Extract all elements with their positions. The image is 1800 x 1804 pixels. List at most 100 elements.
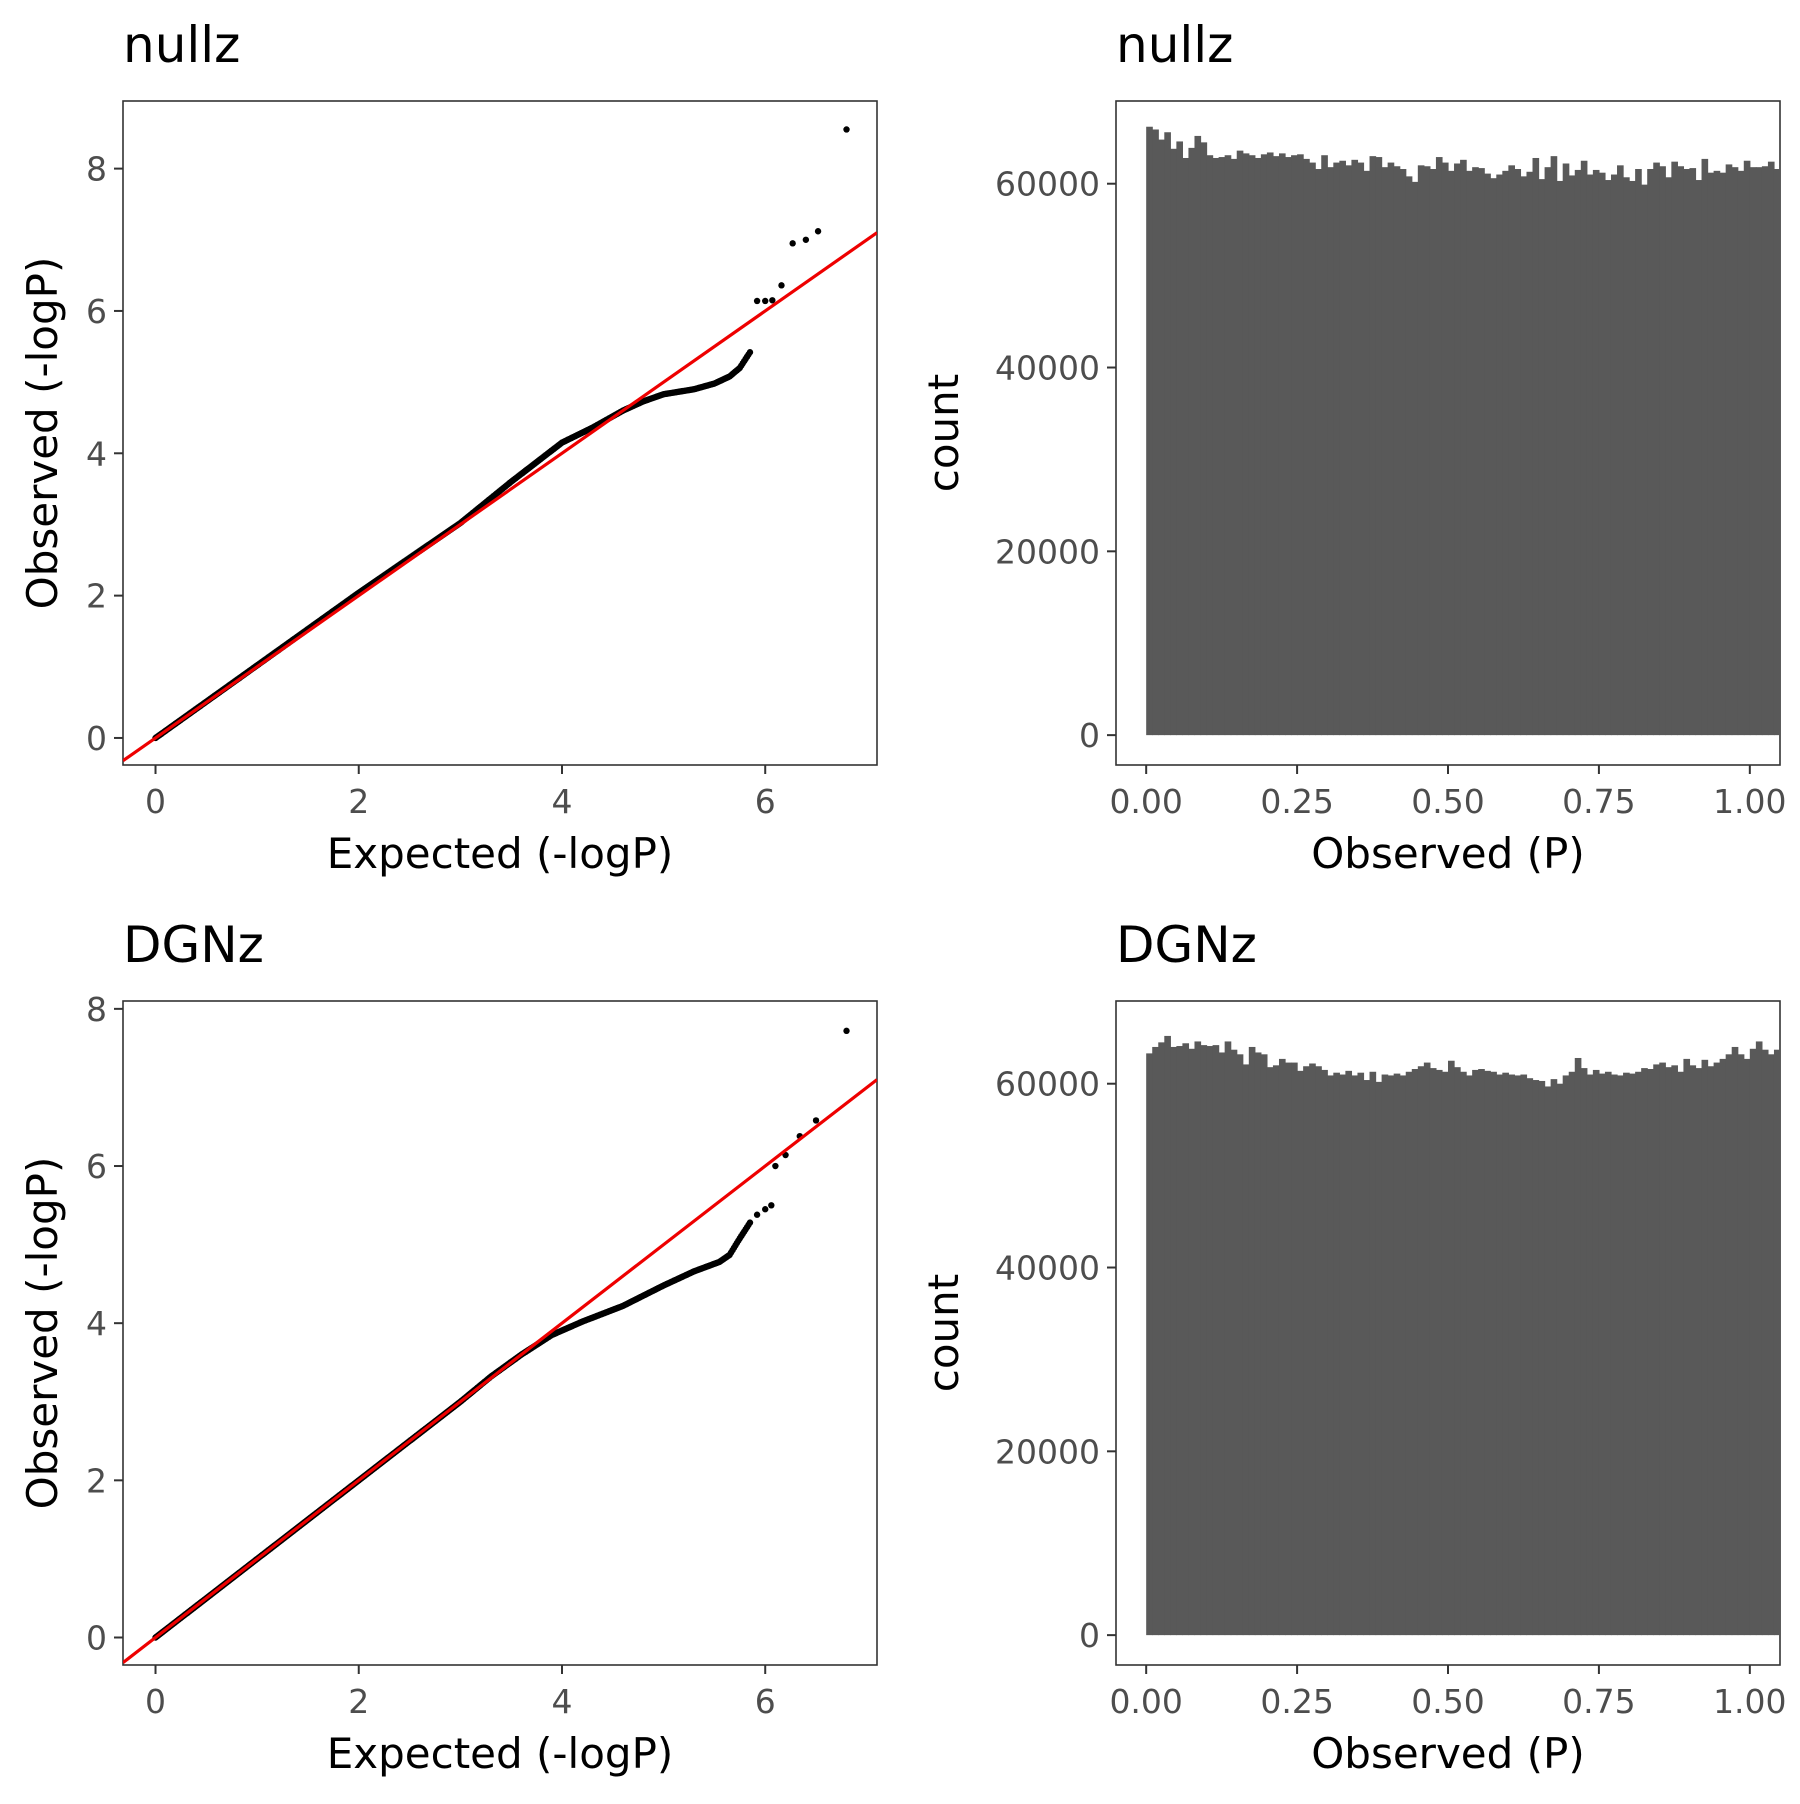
qq-outlier-point [772, 1162, 779, 1170]
histogram-bar [1435, 1069, 1443, 1636]
histogram-bar [1653, 1064, 1660, 1636]
histogram-bar [1780, 1057, 1787, 1635]
x-tick-label: 4 [551, 1682, 572, 1721]
histogram-bar [1357, 162, 1365, 736]
y-tick-label: 60000 [995, 165, 1100, 204]
histogram-bar [1580, 1068, 1588, 1636]
histogram-bar [1484, 1070, 1491, 1636]
y-tick-label: 2 [86, 577, 107, 616]
histogram-bar [1435, 157, 1443, 736]
histogram-bar [1405, 176, 1413, 736]
histogram-bar [1411, 1069, 1419, 1636]
histogram-bar [1309, 162, 1316, 736]
histogram-bar [1272, 156, 1280, 736]
histogram-bar [1665, 177, 1672, 736]
qq-point [746, 349, 754, 356]
histogram-bar [1641, 1068, 1648, 1636]
plot-frame [122, 100, 878, 766]
y-tick-label: 4 [86, 1304, 107, 1343]
histogram-bar [1532, 157, 1540, 736]
histogram-bar [1224, 1041, 1232, 1636]
histogram-bar [1321, 1069, 1328, 1636]
histogram-bar [1683, 169, 1691, 736]
histogram-panel-nullz: nullz 0.00 0.25 0.50 0.75 1.00 0 20000 40000 600… [919, 16, 1793, 878]
histogram-bar [1472, 1069, 1479, 1636]
histogram-bar [1460, 159, 1467, 736]
panel-title: nullz [1116, 16, 1233, 74]
histogram-bar [1677, 166, 1685, 736]
histogram-bar [1604, 180, 1612, 736]
histogram-bar [1737, 1054, 1745, 1636]
histogram-bar [1755, 167, 1763, 736]
histogram-bar [1526, 1078, 1534, 1636]
histogram-bar [1544, 167, 1552, 736]
qq-outlier-point [762, 297, 769, 305]
histogram-bar [1514, 169, 1522, 736]
histogram-bar [1677, 1071, 1685, 1636]
histogram-bar [1417, 1066, 1425, 1636]
histogram-bar [1466, 1075, 1473, 1636]
plot-area [123, 126, 877, 763]
panel-title: DGNz [123, 916, 264, 974]
histogram-bar [1550, 1079, 1558, 1636]
y-tick-label: 0 [1079, 716, 1100, 755]
histogram-bar [1291, 1062, 1298, 1636]
histogram-bar [1544, 1086, 1552, 1636]
histogram-bar [1260, 154, 1268, 736]
histogram-bar [1725, 164, 1733, 736]
histogram-bar [1254, 157, 1262, 736]
histogram-bar [1369, 156, 1377, 736]
histogram-bar [1671, 161, 1678, 736]
histogram-bar [1701, 1059, 1709, 1636]
histogram-bar [1629, 180, 1636, 736]
histogram-bar [1562, 163, 1570, 736]
histogram-bar [1212, 157, 1220, 736]
x-tick-label: 2 [348, 782, 369, 821]
histogram-bar [1707, 1066, 1715, 1636]
y-tick-label: 0 [1079, 1616, 1100, 1655]
histogram-bar [1592, 1069, 1600, 1636]
histogram-bar [1665, 1067, 1672, 1636]
histogram-bar [1490, 1071, 1497, 1636]
histogram-bar [1164, 132, 1171, 736]
x-tick-label: 1.00 [1713, 1682, 1786, 1721]
histogram-bar [1194, 1041, 1202, 1636]
histogram-bar [1297, 1070, 1304, 1636]
histogram-bar [1586, 174, 1594, 736]
y-axis-title: Observed (-logP) [18, 257, 67, 610]
histogram-bar [1182, 1043, 1190, 1636]
histogram-bar [1285, 1062, 1292, 1636]
histogram-bar [1786, 166, 1793, 735]
qq-point [746, 1219, 754, 1226]
histogram-bar [1586, 1074, 1594, 1636]
histogram-bar [1218, 157, 1226, 736]
histogram-bar [1629, 1073, 1636, 1636]
histogram-bar [1695, 1068, 1703, 1636]
histogram-bar [1538, 179, 1546, 736]
histogram-bar [1333, 1072, 1340, 1636]
histogram-bar [1538, 1080, 1546, 1636]
histogram-bar [1496, 1074, 1503, 1636]
histogram-bar [1550, 156, 1558, 736]
histogram-bar [1466, 170, 1473, 736]
qq-outlier-point [762, 1206, 769, 1213]
histogram-bar [1725, 1054, 1733, 1636]
histogram-bar [1417, 165, 1425, 736]
histogram-bar [1683, 1058, 1691, 1636]
qq-outlier-point [768, 1202, 775, 1209]
histogram-bar [1743, 160, 1751, 736]
histogram-bar [1635, 169, 1642, 736]
histogram-bar [1478, 1069, 1485, 1636]
y-tick-label: 8 [86, 990, 107, 1029]
x-tick-label: 0.75 [1562, 1682, 1635, 1721]
histogram-bar [1448, 170, 1455, 736]
x-tick-label: 6 [755, 782, 776, 821]
y-tick-label: 0 [86, 719, 107, 758]
y-axis-title: Observed (-logP) [18, 1157, 67, 1510]
histogram-bar [1405, 1071, 1413, 1636]
plot-area [123, 1027, 877, 1664]
histogram-bar [1230, 1049, 1238, 1636]
x-tick-label: 0.25 [1260, 782, 1333, 821]
histogram-bar [1194, 135, 1202, 736]
histogram-bar [1224, 155, 1232, 736]
